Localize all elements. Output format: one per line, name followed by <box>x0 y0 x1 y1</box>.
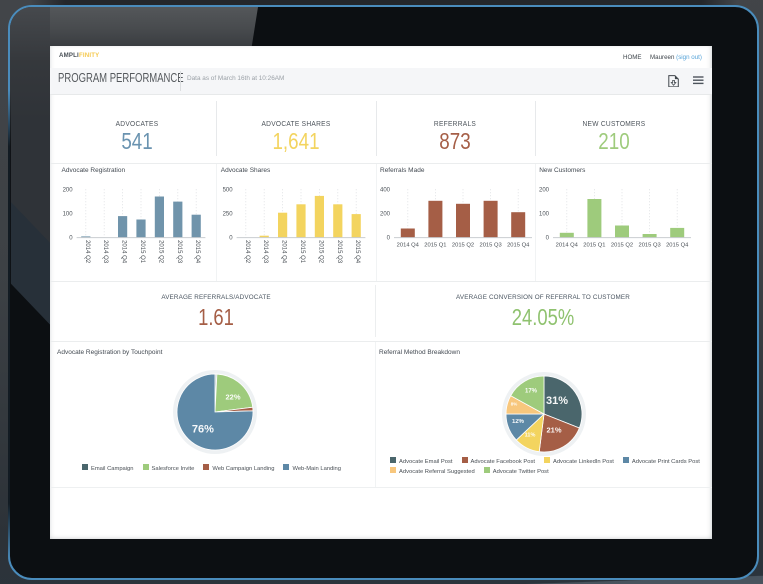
svg-text:2014 Q4: 2014 Q4 <box>121 240 127 264</box>
svg-text:2014 Q4: 2014 Q4 <box>281 240 287 264</box>
svg-text:200: 200 <box>63 187 74 193</box>
svg-text:2015 Q4: 2015 Q4 <box>666 243 689 249</box>
svg-text:0: 0 <box>69 236 73 242</box>
svg-text:2014 Q3: 2014 Q3 <box>262 240 268 264</box>
svg-text:12%: 12% <box>512 419 525 425</box>
svg-text:0: 0 <box>387 236 391 242</box>
svg-text:2015 Q3: 2015 Q3 <box>176 240 182 264</box>
svg-text:2015 Q4: 2015 Q4 <box>354 240 360 264</box>
svg-text:21%: 21% <box>546 425 561 434</box>
svg-text:2015 Q1: 2015 Q1 <box>424 243 446 249</box>
svg-text:2015 Q1: 2015 Q1 <box>583 243 605 249</box>
svg-text:200: 200 <box>380 212 391 218</box>
svg-text:2015 Q4: 2015 Q4 <box>507 243 530 249</box>
svg-text:100: 100 <box>539 212 550 218</box>
svg-text:2015 Q2: 2015 Q2 <box>452 243 474 249</box>
svg-text:2014 Q4: 2014 Q4 <box>397 243 420 249</box>
svg-text:2015 Q3: 2015 Q3 <box>336 240 342 264</box>
svg-text:2015 Q2: 2015 Q2 <box>157 240 163 264</box>
svg-text:2015 Q2: 2015 Q2 <box>611 243 633 249</box>
svg-text:500: 500 <box>223 187 234 193</box>
svg-text:17%: 17% <box>525 388 538 394</box>
svg-text:2015 Q1: 2015 Q1 <box>299 240 305 264</box>
svg-text:250: 250 <box>223 212 234 218</box>
svg-text:31%: 31% <box>546 395 568 407</box>
svg-text:400: 400 <box>380 187 391 193</box>
svg-text:2014 Q2: 2014 Q2 <box>244 240 250 264</box>
svg-text:8%: 8% <box>511 401 518 406</box>
svg-text:2015 Q3: 2015 Q3 <box>479 243 501 249</box>
svg-text:2014 Q2: 2014 Q2 <box>84 240 90 264</box>
svg-text:0: 0 <box>229 236 233 242</box>
svg-text:2015 Q3: 2015 Q3 <box>638 243 660 249</box>
svg-text:2015 Q4: 2015 Q4 <box>194 240 200 264</box>
svg-text:0: 0 <box>546 236 550 242</box>
svg-text:2015 Q2: 2015 Q2 <box>317 240 323 264</box>
svg-text:76%: 76% <box>191 424 213 436</box>
svg-text:2014 Q3: 2014 Q3 <box>102 240 108 264</box>
svg-text:2014 Q4: 2014 Q4 <box>556 243 579 249</box>
svg-text:22%: 22% <box>225 393 240 402</box>
svg-text:200: 200 <box>539 187 550 193</box>
svg-text:100: 100 <box>63 212 74 218</box>
svg-text:2015 Q1: 2015 Q1 <box>139 240 145 264</box>
svg-text:11%: 11% <box>525 432 536 438</box>
